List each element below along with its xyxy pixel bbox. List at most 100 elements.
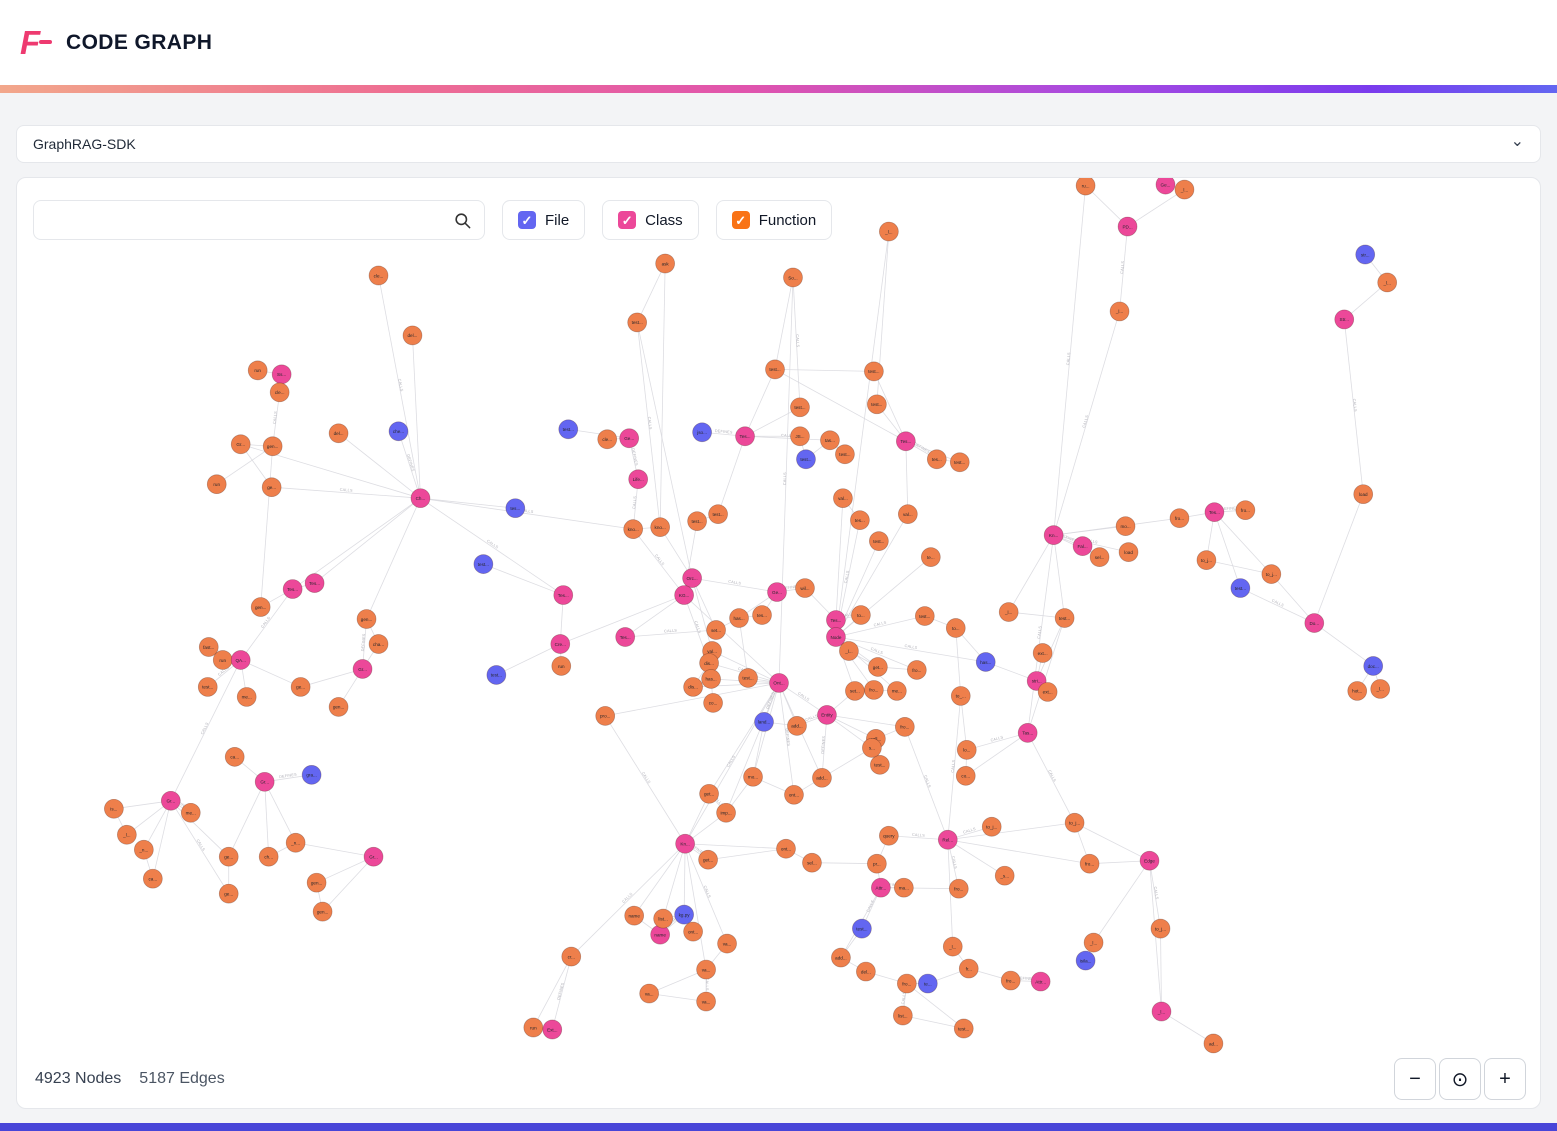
graph-node[interactable]: ma...	[893, 877, 914, 898]
graph-node[interactable]: to_j...	[981, 816, 1002, 837]
graph-node[interactable]: load	[1353, 484, 1374, 505]
zoom-in-button[interactable]: +	[1484, 1058, 1526, 1100]
graph-node[interactable]: fro...	[1079, 853, 1100, 874]
graph-node[interactable]: _l...	[1370, 679, 1391, 699]
graph-node[interactable]: fro...	[1000, 970, 1021, 991]
graph-node[interactable]: va...	[639, 983, 660, 1004]
graph-node[interactable]: add...	[812, 767, 832, 788]
graph-node[interactable]: _l...	[1174, 179, 1195, 200]
graph-node[interactable]: test...	[197, 677, 218, 697]
graph-node[interactable]: run	[551, 656, 572, 676]
graph-node[interactable]: val...	[833, 488, 853, 509]
graph-node[interactable]: Tes...	[1204, 502, 1225, 523]
graph-node[interactable]: _l...	[998, 602, 1019, 622]
graph-node[interactable]: ext...	[1037, 682, 1058, 702]
graph-node[interactable]: fast...	[198, 637, 219, 657]
graph-node[interactable]: str...	[1355, 244, 1376, 265]
graph-node[interactable]: co...	[703, 693, 723, 713]
graph-node[interactable]: va...	[696, 991, 716, 1012]
graph-node[interactable]: Tes...	[553, 585, 574, 605]
graph-node[interactable]: _l...	[879, 221, 899, 242]
graph-node[interactable]: te...	[917, 973, 938, 994]
graph-node[interactable]: test...	[864, 361, 884, 382]
graph-node[interactable]: cle...	[269, 382, 290, 403]
graph-node[interactable]: sel...	[802, 852, 822, 873]
graph-node[interactable]: del...	[328, 423, 349, 444]
graph-node[interactable]: Cre...	[550, 634, 571, 654]
graph-node[interactable]: query	[879, 825, 899, 846]
graph-node[interactable]: So...	[783, 267, 803, 288]
graph-node[interactable]: fro...	[1169, 508, 1190, 529]
graph-node[interactable]: cr...	[561, 946, 582, 967]
graph-node[interactable]: ge...	[218, 846, 239, 867]
graph-node[interactable]: name	[624, 905, 645, 926]
graph-node[interactable]: me...	[180, 802, 201, 823]
graph-node[interactable]: test...	[949, 452, 970, 473]
search-input[interactable]	[46, 211, 453, 229]
graph-node[interactable]: val...	[897, 504, 918, 525]
graph-node[interactable]: Ch...	[410, 488, 431, 509]
graph-node[interactable]: _l...	[1151, 1001, 1172, 1022]
graph-node[interactable]: doc...	[1363, 656, 1384, 676]
graph-node[interactable]: test...	[1230, 578, 1251, 598]
graph-node[interactable]: sel...	[1089, 547, 1110, 567]
graph-node[interactable]: Ont...	[769, 673, 789, 693]
graph-node[interactable]: Tes...	[282, 579, 303, 599]
graph-node[interactable]: tes...	[752, 605, 772, 625]
graph-node[interactable]: hot...	[1347, 681, 1368, 701]
graph-node[interactable]: test...	[870, 755, 890, 775]
graph-node[interactable]: test...	[852, 918, 872, 939]
graph-node[interactable]: _l...	[1083, 932, 1104, 953]
graph-node[interactable]: cle...	[368, 265, 389, 286]
graph-node[interactable]: mo...	[1115, 516, 1136, 536]
graph-node[interactable]: test...	[796, 449, 816, 470]
graph-node[interactable]: Gr...	[160, 790, 181, 811]
graph-node[interactable]: set...	[845, 681, 865, 701]
graph-node[interactable]: get...	[699, 783, 719, 804]
graph-node[interactable]: to...	[945, 618, 966, 638]
graph-node[interactable]: ch...	[258, 846, 279, 867]
graph-node[interactable]: Tas...	[1017, 723, 1038, 743]
graph-node[interactable]: pro...	[595, 706, 616, 726]
graph-node[interactable]: gen...	[312, 901, 333, 922]
graph-node[interactable]: fro...	[896, 973, 917, 994]
graph-node[interactable]: ont...	[776, 838, 796, 859]
graph-node[interactable]: run	[523, 1017, 544, 1038]
graph-node[interactable]: pr...	[867, 853, 887, 874]
graph-node[interactable]: fro...	[906, 660, 927, 680]
graph-node[interactable]: gen...	[250, 597, 271, 617]
graph-node[interactable]: to_j...	[1196, 550, 1217, 570]
graph-node[interactable]: _l...	[942, 936, 963, 957]
graph-node[interactable]: _n...	[133, 839, 154, 860]
graph-node[interactable]: ca...	[142, 868, 163, 889]
graph-node[interactable]: kg.py	[674, 904, 694, 925]
graph-node[interactable]: test...	[473, 554, 494, 574]
graph-node[interactable]: fro...	[864, 680, 884, 700]
graph-node[interactable]: ask	[655, 253, 675, 274]
graph-node[interactable]: del...	[856, 961, 876, 982]
search-box[interactable]	[33, 200, 485, 240]
graph-node[interactable]: gen...	[356, 609, 377, 629]
graph-node[interactable]: fro...	[894, 717, 915, 737]
graph-node[interactable]: ext...	[1032, 643, 1053, 663]
graph-node[interactable]: Gr...	[230, 434, 251, 455]
graph-node[interactable]: Kn...	[1043, 525, 1064, 545]
graph-node[interactable]: has...	[975, 652, 996, 672]
graph-node[interactable]: ru...	[1075, 178, 1096, 196]
graph-node[interactable]: to_j...	[1064, 812, 1085, 833]
graph-node[interactable]: test...	[486, 665, 507, 685]
graph-node[interactable]: KG...	[674, 585, 694, 605]
graph-node[interactable]: gen...	[306, 872, 327, 893]
filter-class[interactable]: ✓ Class	[602, 200, 699, 240]
graph-node[interactable]: va...	[696, 959, 716, 980]
graph-node[interactable]: ont...	[784, 784, 804, 805]
filter-file[interactable]: ✓ File	[502, 200, 586, 240]
graph-node[interactable]: fro...	[1235, 500, 1256, 521]
graph-node[interactable]: te...	[920, 547, 941, 567]
graph-node[interactable]: get...	[698, 849, 718, 870]
zoom-reset-button[interactable]: ⊙	[1439, 1058, 1481, 1100]
graph-node[interactable]: ca...	[224, 747, 245, 767]
graph-node[interactable]: load	[1118, 542, 1139, 562]
graph-node[interactable]: test...	[1054, 608, 1075, 628]
graph-node[interactable]: get...	[868, 657, 888, 677]
